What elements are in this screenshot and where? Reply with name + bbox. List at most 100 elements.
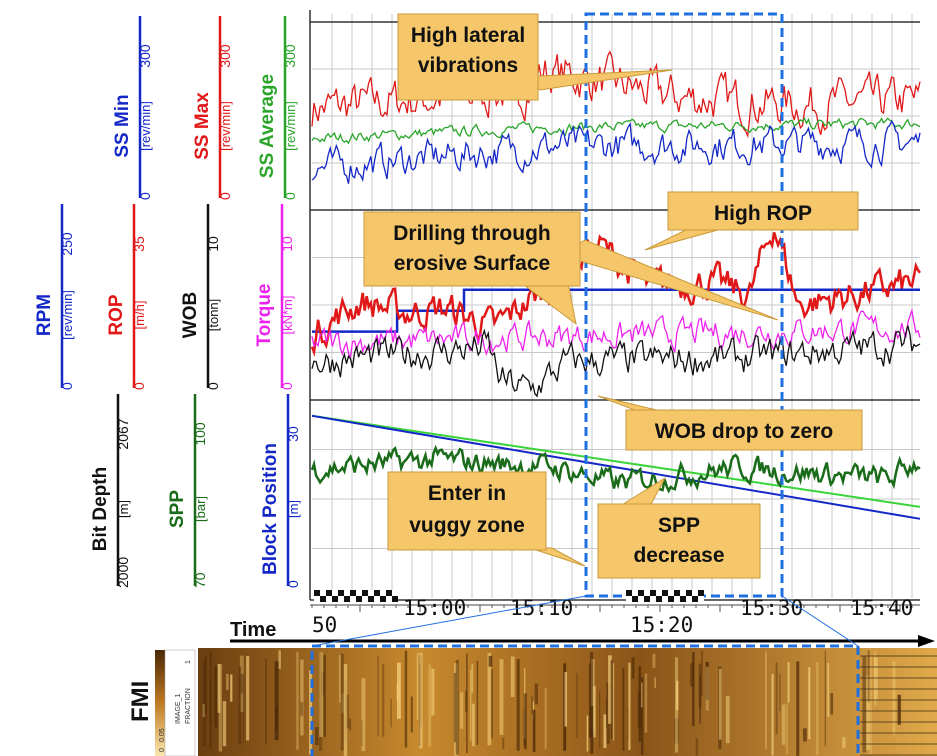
callout-text: High ROP: [714, 202, 812, 225]
callout-wob-drop: WOB drop to zero: [597, 395, 863, 451]
fmi-streak: [705, 666, 709, 711]
fmi-streak: [209, 651, 212, 750]
scale-min: 0: [217, 192, 233, 200]
fmi-streak: [488, 655, 493, 667]
fmi-streak: [701, 650, 703, 696]
scale-unit: [tonn]: [206, 299, 221, 332]
checker-cell: [374, 590, 380, 596]
fmi-streak: [874, 651, 877, 706]
fmi-streak: [576, 673, 578, 739]
checker-cell: [644, 590, 650, 596]
fmi-streak: [274, 661, 279, 741]
checker-cell: [356, 596, 362, 602]
fmi-streak: [470, 669, 472, 741]
checker-cell: [632, 596, 638, 602]
scale-unit: [rev/min]: [283, 101, 298, 151]
series-line-bit-depth: [311, 414, 921, 508]
checker-cell: [368, 590, 374, 596]
fmi-streak: [631, 657, 635, 679]
fmi-streak: [610, 660, 613, 739]
checker-cell: [392, 590, 398, 596]
fmi-streak: [419, 652, 423, 749]
checker-cell: [644, 596, 650, 602]
fmi-streak: [695, 738, 699, 756]
scale-min: 0: [137, 192, 153, 200]
scale-unit: [kN*m]: [280, 296, 295, 335]
checker-cell: [344, 596, 350, 602]
fmi-streak: [315, 727, 319, 745]
checker-cell: [320, 590, 326, 596]
fmi-image-log: 0 0.05 IMAGE_1 FRACTION 1 FMI: [127, 595, 937, 756]
fmi-streak: [803, 728, 807, 742]
fmi-streak: [608, 655, 612, 724]
checker-cell: [338, 590, 344, 596]
scale-unit: [m/h]: [132, 301, 147, 330]
fmi-streak: [382, 663, 385, 737]
fmi-streak: [242, 674, 244, 744]
callout-box: [667, 191, 859, 231]
checker-cell: [314, 590, 320, 596]
checker-cell: [692, 590, 698, 596]
fmi-streak: [824, 650, 826, 747]
scale-unit: [rev/min]: [60, 290, 75, 340]
checker-cell: [350, 596, 356, 602]
fmi-streak: [410, 696, 413, 733]
fmi-streak: [222, 701, 227, 747]
fmi-streak: [690, 663, 694, 687]
fmi-streak: [603, 714, 607, 748]
callout-box: [397, 13, 539, 101]
checker-cell: [386, 590, 392, 596]
checker-cell: [314, 596, 320, 602]
fmi-streak: [516, 659, 520, 751]
time-tick-label: 15:30: [740, 596, 803, 620]
scale-max: 250: [59, 232, 75, 256]
scale-min: 0: [131, 382, 147, 390]
checker-cell: [680, 590, 686, 596]
fmi-streak: [319, 652, 324, 737]
scale-max: 300: [282, 44, 298, 68]
fmi-streak: [214, 665, 218, 728]
fmi-streak: [718, 668, 722, 740]
fmi-streak: [699, 675, 701, 724]
checker-cell: [362, 596, 368, 602]
checker-cell: [350, 590, 356, 596]
fmi-streak: [265, 658, 267, 745]
checker-cell: [656, 590, 662, 596]
fmi-streak: [870, 656, 872, 755]
scale-unit: [rev/min]: [138, 101, 153, 151]
callout-box: [625, 409, 863, 451]
fmi-streak: [612, 663, 615, 741]
series-line-wob: [311, 325, 921, 398]
time-arrow-head: [918, 635, 935, 647]
callout-text: erosive Surface: [394, 252, 550, 275]
fmi-scale-panel: [164, 649, 196, 756]
fmi-streak: [300, 659, 304, 736]
scale-name: SS Max: [192, 92, 213, 160]
scale-max: 300: [137, 44, 153, 68]
callout-pointer: [644, 227, 726, 251]
scale-name: ROP: [106, 294, 127, 336]
fmi-scale-label: 0.05: [159, 728, 166, 742]
fmi-streak: [361, 678, 366, 752]
callout-box: [387, 471, 547, 551]
fmi-streak: [460, 692, 464, 729]
scale-name: WOB: [180, 292, 201, 338]
fmi-streak: [416, 653, 419, 720]
fmi-streak: [396, 683, 400, 701]
checker-cell: [674, 596, 680, 602]
checker-cell: [656, 596, 662, 602]
fmi-streak: [323, 654, 326, 738]
fmi-streak: [346, 694, 349, 729]
scale-unit: [m]: [116, 500, 131, 518]
series-line-ss-max: [311, 50, 921, 139]
fmi-streak: [532, 709, 536, 752]
scale-min: 2000: [115, 557, 131, 588]
callout-high-lateral-vibrations: High lateral vibrations: [397, 13, 673, 101]
checker-cell: [386, 596, 392, 602]
callout-box: [597, 503, 761, 579]
fmi-label: FMI: [127, 681, 154, 722]
checker-cell: [650, 596, 656, 602]
fmi-streak: [705, 662, 709, 701]
fmi-streak: [455, 660, 459, 755]
